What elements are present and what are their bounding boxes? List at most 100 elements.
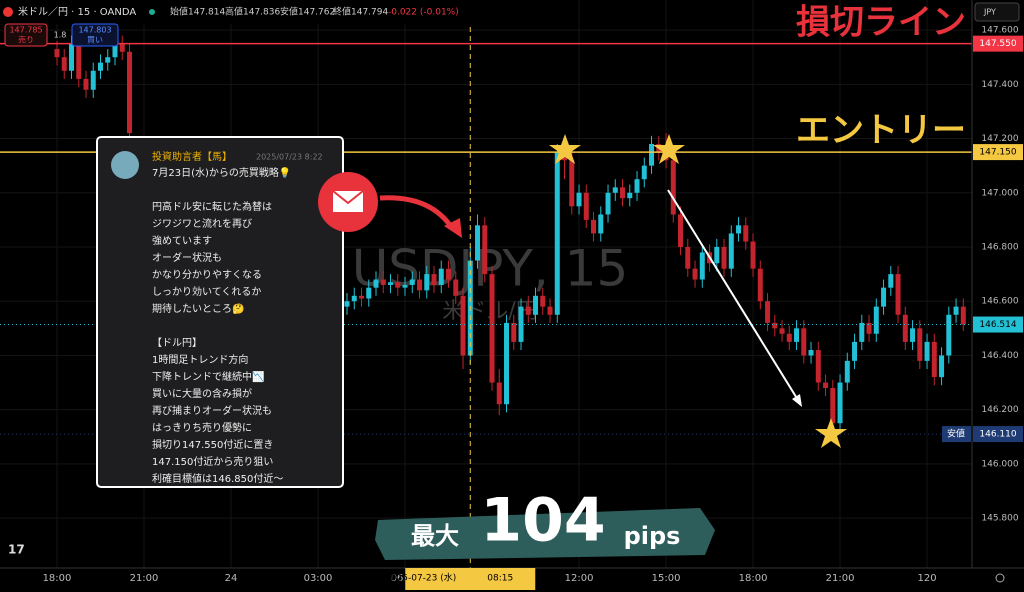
message-line: 損切り147.550付近に置き — [152, 438, 273, 451]
candle-body — [475, 225, 481, 261]
x-tick-label: 18:00 — [739, 573, 768, 584]
y-tick-label: 147.000 — [981, 188, 1018, 198]
symbol: 米ドル／円 · 15 · OANDA — [18, 5, 136, 18]
message-line: 期待したいところ🤔 — [152, 302, 244, 315]
candle-body — [895, 274, 901, 315]
currency: JPY — [983, 8, 996, 17]
candle-body — [76, 43, 82, 79]
candle-body — [953, 306, 959, 315]
candle-body — [547, 306, 553, 315]
candle-body — [837, 382, 843, 424]
message-line: 下降トレンドで継続中📉 — [152, 370, 264, 383]
x-tick-label: 21:00 — [826, 573, 855, 584]
candle-body — [924, 341, 930, 361]
message-line: かなり分かりやすくなる — [152, 269, 262, 281]
x-tick-label: 06:00 — [391, 573, 420, 584]
y-tick-label: 145.800 — [981, 514, 1018, 524]
crosshair-badge — [405, 568, 536, 590]
candle-body — [83, 78, 89, 90]
ohlc-high: 高値147.836 — [225, 6, 280, 18]
candle-body — [460, 295, 466, 356]
message-date: 2025/07/23 8:22 — [256, 153, 323, 162]
candle-body — [794, 328, 800, 342]
x-tick-label: 24 — [225, 573, 238, 584]
sell-label: 売り — [18, 35, 34, 45]
sell-button[interactable] — [4, 23, 48, 47]
candle-body — [881, 287, 887, 307]
candle-body — [750, 241, 756, 269]
flag — [3, 7, 13, 17]
candle-body — [576, 192, 582, 207]
message-line: 再び捕まりオーダー状況も — [152, 404, 272, 417]
candle-body — [678, 214, 684, 247]
arrow-head — [792, 394, 802, 407]
candle-body — [489, 274, 495, 383]
price-badge-label: 147.550 — [979, 39, 1016, 49]
y-tick-label: 146.800 — [981, 242, 1018, 252]
candle-body — [119, 43, 125, 52]
candle-body — [525, 306, 531, 315]
candle-body — [765, 301, 771, 323]
mail-arrow-head — [444, 218, 462, 238]
y-tick-label: 146.400 — [981, 351, 1018, 361]
y-tick-label: 146.000 — [981, 459, 1018, 469]
candle-body — [852, 341, 858, 361]
banner-value: 104 — [480, 486, 605, 556]
candle-body — [844, 360, 850, 383]
candle-body — [612, 187, 618, 193]
candle-body — [554, 152, 560, 315]
candle-body — [699, 252, 705, 280]
candle-body — [424, 274, 430, 291]
message-line: 買いに大量の含み損が — [152, 387, 252, 400]
candle-body — [772, 322, 778, 329]
status-dot — [149, 9, 155, 15]
trend-arrow — [667, 189, 799, 401]
tag-label: 安値 — [947, 428, 965, 440]
envelope-flap — [332, 190, 364, 205]
settings-icon[interactable] — [995, 573, 1005, 583]
tv-logo: 17 — [8, 543, 25, 557]
message-line: 円高ドル安に転じた為替は — [152, 200, 272, 213]
candle-body — [344, 301, 350, 307]
stars — [549, 134, 847, 448]
header-bg — [0, 0, 520, 24]
candle-body — [90, 70, 96, 90]
y-tick-label: 146.200 — [981, 405, 1018, 415]
candle-body — [866, 322, 872, 334]
message-author: 投資助言者【馬】 — [152, 150, 232, 163]
entry-annotation: エントリー — [796, 111, 966, 151]
candle-body — [395, 282, 401, 288]
buy-button[interactable] — [71, 23, 119, 47]
candle-body — [714, 246, 720, 264]
banner — [375, 508, 715, 560]
buy-label: 買い — [87, 36, 103, 45]
candle-body — [482, 225, 488, 275]
candle-body — [830, 387, 836, 424]
last-label: 146.514 — [979, 320, 1016, 330]
banner-unit: pips — [624, 522, 681, 550]
candle-body — [620, 187, 626, 199]
price-badge-label: 146.110 — [979, 430, 1016, 440]
candle-body — [917, 328, 923, 361]
candle-body — [446, 268, 452, 280]
candle-body — [605, 192, 611, 215]
candle-body — [61, 57, 67, 71]
price-badge-label: 147.150 — [979, 148, 1016, 158]
candle-body — [388, 282, 394, 285]
candle-body — [126, 51, 132, 134]
message-panel — [96, 136, 344, 488]
candle-body — [402, 284, 408, 288]
last-badge — [973, 316, 1023, 333]
candle-body — [910, 328, 916, 342]
sell-price: 147.785 — [9, 26, 42, 35]
price-badge — [973, 426, 1023, 443]
currency-box[interactable] — [974, 2, 1020, 22]
candle-body — [873, 306, 879, 334]
candle-body — [743, 225, 749, 242]
candle-body — [685, 246, 691, 269]
candle-body — [97, 62, 103, 71]
stop-annotation: 損切ライン — [796, 3, 966, 43]
candle-body — [815, 350, 821, 383]
candle-body — [409, 279, 415, 285]
